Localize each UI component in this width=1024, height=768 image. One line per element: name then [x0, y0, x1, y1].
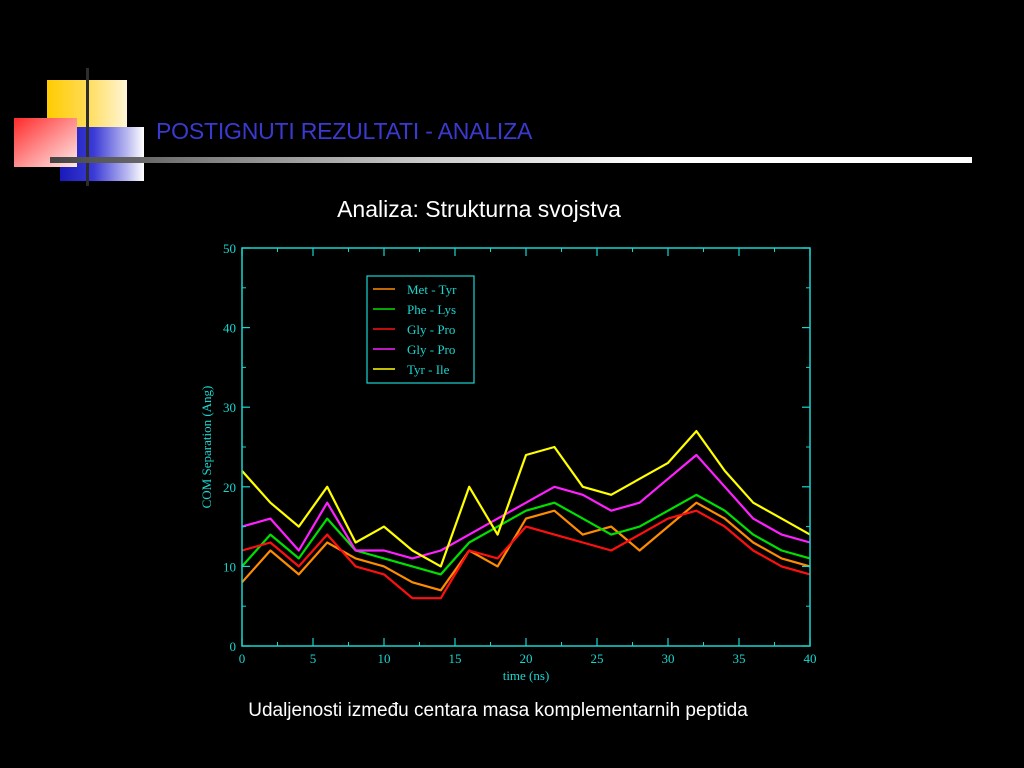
x-tick-label: 0 [239, 651, 246, 666]
x-tick-label: 20 [520, 651, 533, 666]
x-tick-label: 25 [591, 651, 604, 666]
legend-label: Met - Tyr [407, 282, 457, 297]
legend-box [366, 275, 475, 384]
y-tick-label: 20 [223, 480, 236, 495]
x-tick-label: 35 [733, 651, 746, 666]
y-tick-label: 50 [223, 241, 236, 256]
decor-vertical-line [86, 68, 89, 186]
x-tick-label: 5 [310, 651, 317, 666]
series-line-1 [241, 501, 811, 592]
legend-label: Phe - Lys [407, 302, 456, 317]
x-tick-label: 10 [378, 651, 391, 666]
x-tick-label: 30 [662, 651, 675, 666]
x-tick-label: 15 [449, 651, 462, 666]
legend-label: Gly - Pro [407, 342, 455, 357]
legend-label: Gly - Pro [407, 322, 455, 337]
axes-layer: 0 5 10 15 20 25 30 35 40 0 10 20 30 40 50 [223, 241, 817, 666]
slide-subtitle: Analiza: Strukturna svojstva [337, 196, 621, 222]
com-separation-chart: 0 5 10 15 20 25 30 35 40 0 10 20 30 40 50 Met - Tyr Phe… [199, 241, 817, 683]
series-line-3 [241, 509, 811, 600]
series-line-4 [241, 453, 811, 560]
y-axis-label: COM Separation (Ang) [199, 386, 214, 509]
slide-caption: Udaljenosti između centara masa kompleme… [248, 700, 748, 721]
x-axis-label: time (ns) [503, 668, 550, 683]
y-tick-label: 0 [230, 639, 237, 654]
y-tick-label: 30 [223, 400, 236, 415]
slide-title: POSTIGNUTI REZULTATI - ANALIZA [156, 118, 533, 144]
legend-label: Tyr - Ile [407, 362, 450, 377]
series-line-2 [241, 493, 811, 576]
title-underline [50, 157, 972, 163]
series-layer [241, 430, 811, 600]
y-tick-label: 40 [223, 321, 236, 336]
legend: Met - Tyr Phe - Lys Gly - Pro Gly - Pro Tyr … [366, 275, 475, 384]
y-tick-label: 10 [223, 559, 236, 574]
plot-frame [241, 247, 811, 647]
series-line-5 [241, 430, 811, 568]
x-tick-label: 40 [804, 651, 817, 666]
